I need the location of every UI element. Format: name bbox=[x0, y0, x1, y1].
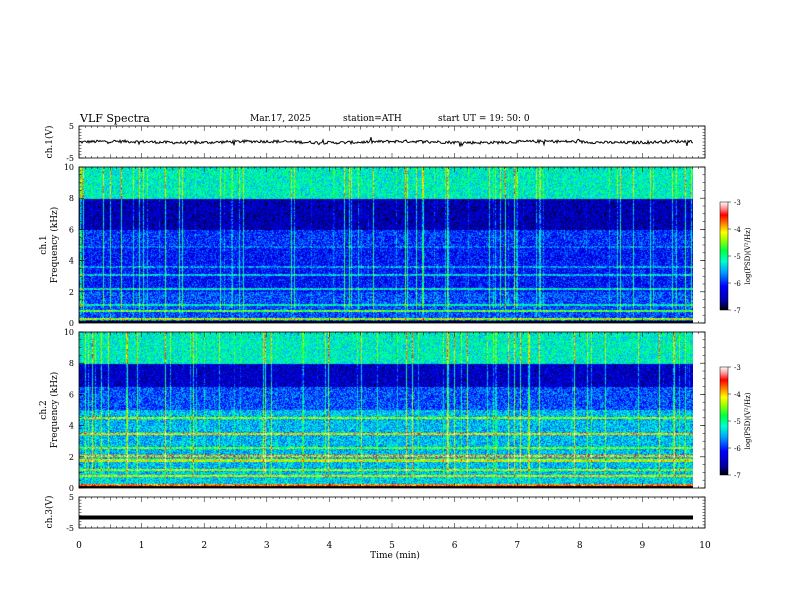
y-tick-label: 10 bbox=[64, 163, 74, 172]
y-tick-label: -5 bbox=[66, 524, 74, 533]
y-tick-label: 2 bbox=[69, 453, 74, 462]
y-tick-label: 4 bbox=[69, 422, 74, 431]
ch3-waveform-ylabel: ch.3(V) bbox=[44, 496, 55, 529]
colorbar-tick-label: -3 bbox=[734, 199, 741, 207]
ch1-spectrogram-ylabel-1: ch.1 bbox=[39, 235, 49, 254]
x-tick-label: 10 bbox=[699, 541, 711, 551]
y-tick-label: 10 bbox=[64, 328, 74, 337]
y-tick-label: 8 bbox=[69, 194, 74, 203]
ch2-colorbar-label: log(PSD)(V²/Hz) bbox=[744, 392, 752, 449]
y-tick-label: 8 bbox=[69, 359, 74, 368]
y-tick-label: 6 bbox=[69, 225, 74, 234]
ch2-spectrogram-ylabel-2: Frequency (kHz) bbox=[49, 372, 60, 449]
y-tick-label: 2 bbox=[69, 288, 74, 297]
y-tick-label: 0 bbox=[69, 484, 74, 493]
ch2-colorbar: -3 -4 -5 -6 -7 log(PSD)(V²/Hz) bbox=[719, 364, 752, 480]
x-tick-label: 3 bbox=[264, 541, 270, 551]
x-tick-label: 8 bbox=[577, 541, 583, 551]
colorbar-tick-label: -5 bbox=[734, 418, 741, 426]
ch1-spectrogram-ylabel-2: Frequency (kHz) bbox=[49, 207, 60, 284]
colorbar-tick-label: -7 bbox=[734, 307, 741, 315]
x-tick-label: 1 bbox=[139, 541, 145, 551]
colorbar-tick-label: -4 bbox=[734, 226, 741, 234]
ch1-colorbar: -3 -4 -5 -6 -7 log(PSD)(V²/Hz) bbox=[719, 199, 752, 315]
colorbar-tick-label: -3 bbox=[734, 364, 741, 372]
y-tick-label: -5 bbox=[66, 154, 74, 163]
station-label: station=ATH bbox=[343, 114, 402, 124]
x-tick-label: 4 bbox=[327, 541, 333, 551]
y-tick-label: 6 bbox=[69, 390, 74, 399]
y-tick-label: 5 bbox=[69, 122, 74, 131]
x-axis-label: Time (min) bbox=[370, 550, 420, 561]
x-tick-label: 5 bbox=[389, 541, 395, 551]
ch1-spectrogram-panel bbox=[78, 166, 706, 324]
colorbar-tick-label: -7 bbox=[734, 472, 741, 480]
y-tick-label: 0 bbox=[69, 319, 74, 328]
ch2-spectrogram-ylabel-1: ch.2 bbox=[39, 400, 49, 419]
colorbar-tick-label: -6 bbox=[734, 445, 741, 453]
date-label: Mar.17, 2025 bbox=[250, 114, 311, 124]
colorbar-tick-label: -4 bbox=[734, 391, 741, 399]
chart-title: VLF Spectra bbox=[80, 112, 150, 125]
start-time-label: start UT = 19: 50: 0 bbox=[438, 114, 530, 124]
colorbar-tick-label: -5 bbox=[734, 253, 741, 261]
x-tick-label: 0 bbox=[76, 541, 82, 551]
x-tick-label: 7 bbox=[514, 541, 520, 551]
colorbar-tick-label: -6 bbox=[734, 280, 741, 288]
ch1-colorbar-label: log(PSD)(V²/Hz) bbox=[744, 227, 752, 284]
y-tick-label: 5 bbox=[69, 493, 74, 502]
ch2-spectrogram-panel bbox=[78, 331, 706, 489]
y-tick-label: 4 bbox=[69, 257, 74, 266]
x-tick-label: 6 bbox=[452, 541, 458, 551]
x-tick-label: 2 bbox=[201, 541, 207, 551]
ch1-trace bbox=[79, 137, 693, 147]
x-tick-label: 9 bbox=[640, 541, 646, 551]
ch1-waveform-ylabel: ch.1(V) bbox=[44, 126, 55, 159]
